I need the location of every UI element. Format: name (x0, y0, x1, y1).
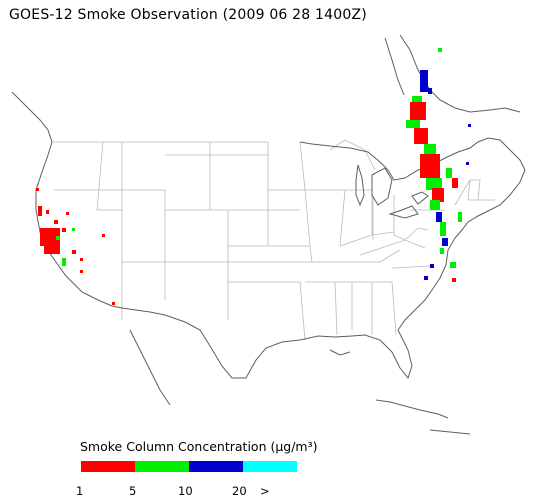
legend-tick: 5 (129, 484, 137, 498)
legend-tick: 1 (76, 484, 84, 498)
map-title: GOES-12 Smoke Observation (2009 06 28 14… (9, 7, 367, 23)
color-legend-bar (81, 461, 297, 472)
legend-bin-1-5 (81, 461, 135, 472)
legend-tick: 10 (178, 484, 193, 498)
smoke-west-coast (36, 188, 115, 305)
state-boundaries (52, 139, 495, 341)
legend-title: Smoke Column Concentration (μg/m³) (80, 439, 318, 454)
coastline (11, 34, 526, 435)
legend-tick: 20 (232, 484, 247, 498)
legend-bin-20-plus (243, 461, 297, 472)
legend-bin-5-10 (135, 461, 189, 472)
legend-tick: > (260, 484, 270, 498)
legend-bin-10-20 (189, 461, 243, 472)
smoke-east-corridor (406, 48, 471, 282)
